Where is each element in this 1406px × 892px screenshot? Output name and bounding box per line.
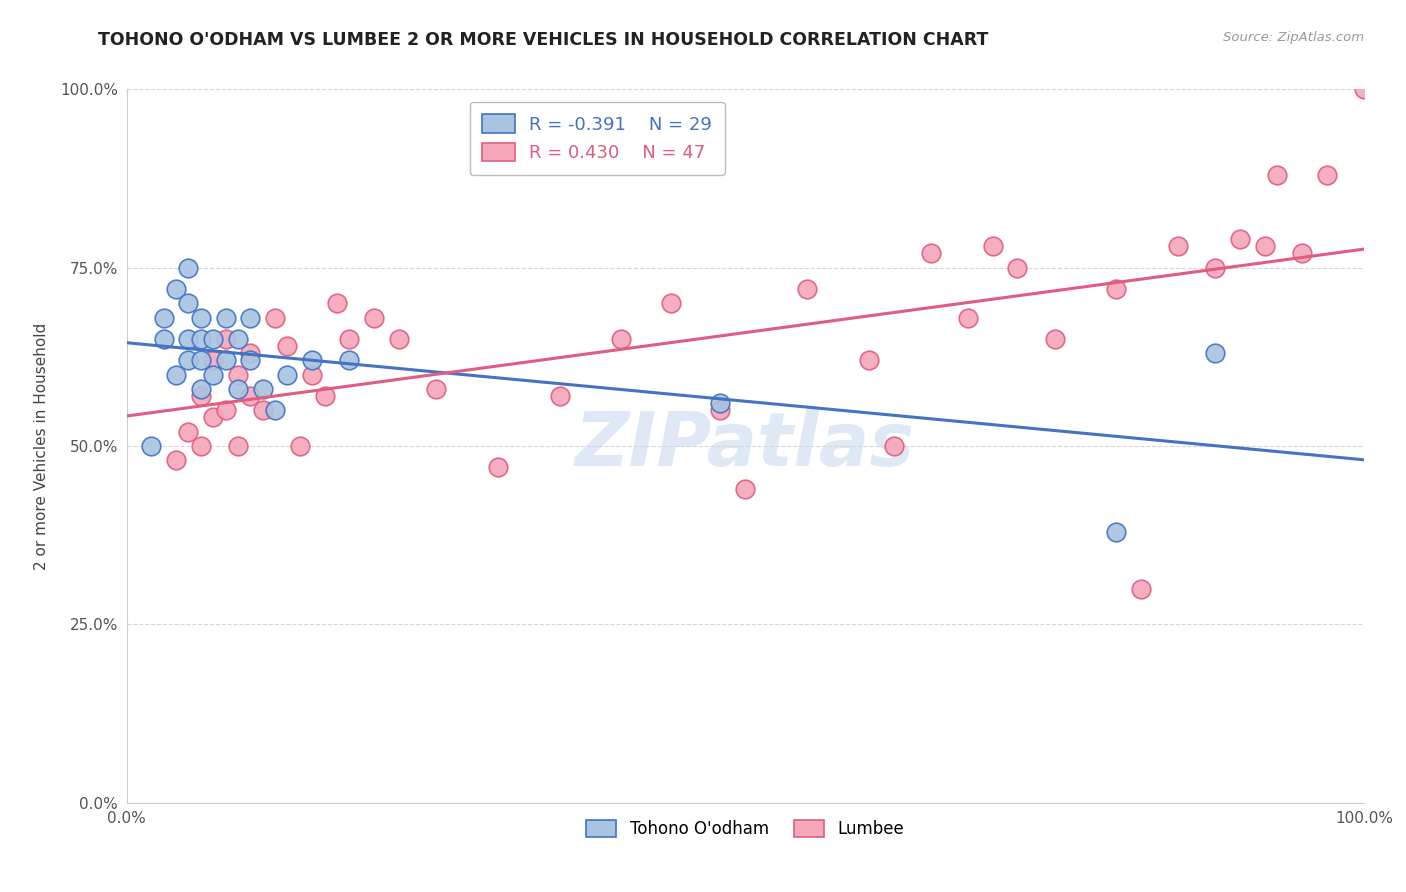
- Point: [177, 353, 200, 368]
- Point: [276, 368, 298, 382]
- Text: ZIPatlas: ZIPatlas: [575, 409, 915, 483]
- Legend: Tohono O'odham, Lumbee: Tohono O'odham, Lumbee: [579, 813, 911, 845]
- Point: [177, 332, 200, 346]
- Point: [288, 439, 311, 453]
- Point: [264, 310, 287, 325]
- Point: [709, 396, 731, 410]
- Point: [239, 353, 262, 368]
- Point: [190, 389, 212, 403]
- Point: [226, 439, 249, 453]
- Point: [152, 310, 174, 325]
- Point: [981, 239, 1004, 253]
- Point: [883, 439, 905, 453]
- Point: [1316, 168, 1339, 182]
- Point: [301, 353, 323, 368]
- Point: [177, 296, 200, 310]
- Point: [1353, 82, 1375, 96]
- Point: [301, 368, 323, 382]
- Point: [226, 368, 249, 382]
- Point: [214, 310, 236, 325]
- Point: [1007, 260, 1029, 275]
- Point: [239, 310, 262, 325]
- Point: [548, 389, 571, 403]
- Point: [165, 453, 187, 467]
- Point: [1291, 246, 1313, 260]
- Point: [610, 332, 633, 346]
- Point: [226, 332, 249, 346]
- Point: [177, 425, 200, 439]
- Point: [425, 382, 447, 396]
- Point: [1265, 168, 1288, 182]
- Point: [239, 346, 262, 360]
- Point: [326, 296, 349, 310]
- Point: [314, 389, 336, 403]
- Point: [920, 246, 942, 260]
- Point: [202, 332, 225, 346]
- Point: [214, 403, 236, 417]
- Point: [190, 310, 212, 325]
- Point: [1204, 260, 1226, 275]
- Text: TOHONO O'ODHAM VS LUMBEE 2 OR MORE VEHICLES IN HOUSEHOLD CORRELATION CHART: TOHONO O'ODHAM VS LUMBEE 2 OR MORE VEHIC…: [98, 31, 988, 49]
- Point: [709, 403, 731, 417]
- Point: [214, 353, 236, 368]
- Point: [1130, 582, 1153, 596]
- Point: [1167, 239, 1189, 253]
- Point: [796, 282, 818, 296]
- Point: [858, 353, 880, 368]
- Point: [486, 460, 509, 475]
- Point: [1229, 232, 1251, 246]
- Point: [252, 403, 274, 417]
- Point: [190, 332, 212, 346]
- Point: [190, 439, 212, 453]
- Point: [1043, 332, 1066, 346]
- Point: [388, 332, 411, 346]
- Point: [202, 353, 225, 368]
- Point: [239, 389, 262, 403]
- Point: [165, 282, 187, 296]
- Point: [659, 296, 682, 310]
- Point: [1204, 346, 1226, 360]
- Point: [190, 353, 212, 368]
- Y-axis label: 2 or more Vehicles in Household: 2 or more Vehicles in Household: [34, 322, 49, 570]
- Point: [214, 332, 236, 346]
- Point: [264, 403, 287, 417]
- Point: [734, 482, 756, 496]
- Text: Source: ZipAtlas.com: Source: ZipAtlas.com: [1223, 31, 1364, 45]
- Point: [337, 353, 360, 368]
- Point: [165, 368, 187, 382]
- Point: [363, 310, 385, 325]
- Point: [226, 382, 249, 396]
- Point: [1105, 524, 1128, 539]
- Point: [1254, 239, 1277, 253]
- Point: [956, 310, 979, 325]
- Point: [177, 260, 200, 275]
- Point: [202, 410, 225, 425]
- Point: [1105, 282, 1128, 296]
- Point: [202, 368, 225, 382]
- Point: [141, 439, 163, 453]
- Point: [190, 382, 212, 396]
- Point: [276, 339, 298, 353]
- Point: [337, 332, 360, 346]
- Point: [152, 332, 174, 346]
- Point: [252, 382, 274, 396]
